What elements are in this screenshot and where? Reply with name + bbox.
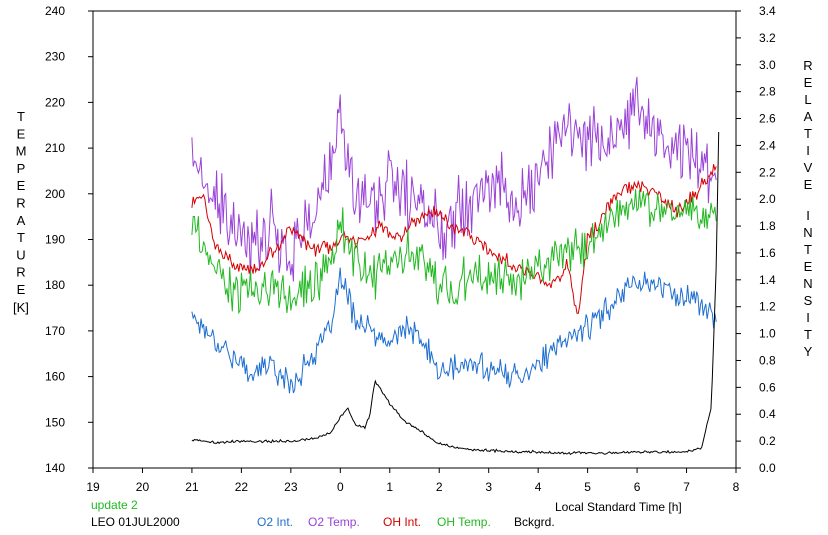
- legend-entry: O2 Int.: [257, 515, 293, 529]
- legend-entry: OH Int.: [383, 515, 421, 529]
- y-right-label-letter: R: [803, 58, 812, 73]
- y-left-tick-label: 140: [45, 461, 65, 475]
- x-tick-label: 6: [634, 480, 641, 494]
- x-tick-label: 20: [136, 480, 150, 494]
- y-right-label-letter: E: [804, 177, 813, 192]
- y-left-unit: [K]: [13, 300, 29, 315]
- x-tick-label: 22: [235, 480, 249, 494]
- x-axis: 19 20 21 22 23 0 1 2 3 4 5 6 7 8: [86, 468, 740, 494]
- y-right-label-letter: T: [804, 242, 812, 257]
- y-right-label-letter: Y: [804, 344, 813, 359]
- x-tick-label: 2: [436, 480, 443, 494]
- x-tick-label: 23: [284, 480, 298, 494]
- y-right-tick-label: 0.8: [759, 353, 776, 367]
- y-left-tick-label: 220: [45, 95, 65, 109]
- x-tick-label: 0: [337, 480, 344, 494]
- y-right-label-letter: T: [804, 327, 812, 342]
- y-right-tick-label: 1.8: [759, 219, 776, 233]
- y-right-tick-label: 2.6: [759, 112, 776, 126]
- y-right-tick-label: 2.2: [759, 165, 776, 179]
- y-left-label-letter: T: [17, 230, 25, 245]
- y-right-label-letter: T: [804, 126, 812, 141]
- series-line-oh-temp: [191, 189, 717, 315]
- x-tick-label: 4: [535, 480, 542, 494]
- y-right-label-letter: V: [804, 160, 813, 175]
- y-left-tick-label: 210: [45, 141, 65, 155]
- x-tick-label: 5: [584, 480, 591, 494]
- x-tick-label: 3: [485, 480, 492, 494]
- y-right-label-letter: A: [804, 109, 813, 124]
- series-line-o2-temp: [191, 76, 717, 282]
- y-left-label-letter: E: [17, 282, 26, 297]
- y-right-label-letter: L: [804, 92, 811, 107]
- y-left-tick-label: 150: [45, 415, 65, 429]
- y-left-tick-label: 200: [45, 187, 65, 201]
- y-right-tick-label: 2.4: [759, 138, 776, 152]
- series-line-bckgrd: [191, 131, 720, 456]
- y-right-tick-label: 2.8: [759, 85, 776, 99]
- y-left-tick-label: 230: [45, 50, 65, 64]
- y-left-label-letter: R: [16, 196, 25, 211]
- y-right-tick-label: 0.2: [759, 434, 776, 448]
- y-right-label-letter: I: [806, 208, 810, 223]
- y-right-tick-label: 3.0: [759, 58, 776, 72]
- series-group: [191, 76, 720, 456]
- location-date: LEO 01JUL2000: [91, 515, 180, 529]
- plot-frame: [92, 10, 737, 469]
- y-right-tick-label: 0.6: [759, 380, 776, 394]
- y-left-label-letter: A: [17, 213, 26, 228]
- y-right-tick-label: 1.0: [759, 327, 776, 341]
- x-tick-label: 1: [386, 480, 393, 494]
- y-right-tick-label: 0.0: [759, 461, 776, 475]
- x-tick-label: 7: [683, 480, 690, 494]
- series-line-o2-int: [191, 267, 717, 394]
- legend-entry: O2 Temp.: [308, 515, 360, 529]
- x-tick-label: 19: [86, 480, 100, 494]
- y-right-tick-label: 1.6: [759, 246, 776, 260]
- legend-entry: Bckgrd.: [514, 515, 555, 529]
- y-right-label-letter: E: [804, 259, 813, 274]
- x-tick-label: 8: [733, 480, 740, 494]
- y-right-label-letter: I: [806, 310, 810, 325]
- series-line-oh-int: [191, 164, 717, 314]
- y-right-axis: 0.0 0.2 0.4 0.6 0.8 1.0 1.2 1.4 1.6 1.8 2.0 2.2 2.4 2…: [736, 4, 776, 475]
- y-left-label-letter: U: [16, 247, 25, 262]
- y-right-label-letter: S: [804, 293, 813, 308]
- y-left-label-letter: E: [17, 126, 26, 141]
- y-left-tick-label: 170: [45, 324, 65, 338]
- y-right-label-letter: N: [803, 276, 812, 291]
- x-tick-label: 21: [185, 480, 199, 494]
- y-right-tick-label: 3.4: [759, 4, 776, 18]
- y-left-label-letter: M: [16, 144, 27, 159]
- y-right-tick-label: 1.4: [759, 273, 776, 287]
- y-left-tick-label: 180: [45, 278, 65, 292]
- y-left-label-letter: E: [17, 178, 26, 193]
- y-right-label-letter: N: [803, 225, 812, 240]
- legend-entry: OH Temp.: [437, 515, 491, 529]
- legend: O2 Int. O2 Temp. OH Int. OH Temp. Bckgrd.: [257, 515, 555, 529]
- y-right-tick-label: 1.2: [759, 300, 776, 314]
- update-note: update 2: [91, 498, 138, 512]
- y-left-label-letter: P: [17, 161, 26, 176]
- y-left-tick-label: 240: [45, 4, 65, 18]
- y-right-label-letter: E: [804, 75, 813, 90]
- y-left-label-letter: R: [16, 265, 25, 280]
- y-left-axis: 140 150 160 170 180 190 200 210 220 230 240: [45, 4, 93, 475]
- y-right-tick-label: 3.2: [759, 31, 776, 45]
- y-left-tick-label: 190: [45, 233, 65, 247]
- y-left-tick-label: 160: [45, 370, 65, 384]
- y-right-label-letter: I: [806, 143, 810, 158]
- x-axis-label: Local Standard Time [h]: [555, 500, 682, 514]
- y-right-tick-label: 0.4: [759, 407, 776, 421]
- y-right-tick-label: 2.0: [759, 192, 776, 206]
- y-left-label-letter: T: [17, 109, 25, 124]
